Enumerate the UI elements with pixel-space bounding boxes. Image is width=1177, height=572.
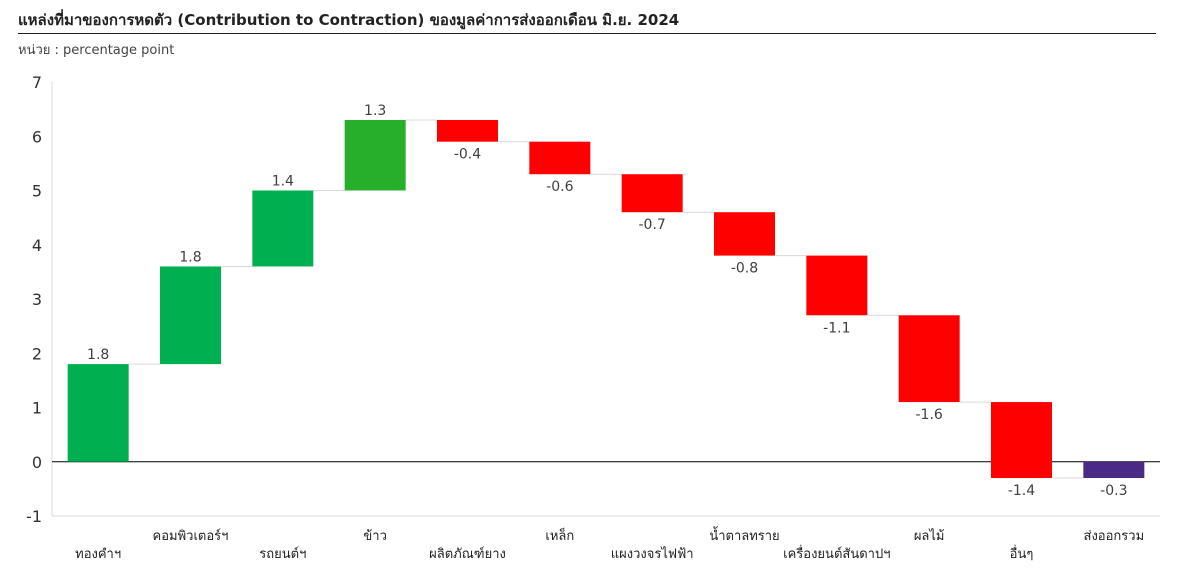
category-label: เครื่องยนต์สันดาปฯ [783,545,890,562]
data-label: 1.8 [179,249,201,265]
y-tick-label: 7 [32,73,42,92]
category-label: ผลิตภัณฑ์ยาง [429,546,506,562]
data-label: -0.7 [639,217,666,233]
category-label: ข้าว [363,529,387,544]
category-label: ทองคำฯ [75,547,121,562]
y-tick-label: 5 [32,182,42,201]
category-label: เหล็ก [545,526,574,544]
bar [160,266,221,364]
bar [899,315,960,402]
bar [622,174,683,212]
data-label: -1.6 [916,407,943,423]
data-label: 1.4 [272,174,294,190]
data-label: -0.6 [546,179,573,195]
y-tick-label: 0 [32,453,42,472]
category-label: อื่นๆ [1009,545,1033,562]
y-tick-label: 1 [32,399,42,418]
bar [68,364,129,462]
data-labels: 1.8 1.8 1.4 1.3 -0.4 -0.6 -0.7 -0.8 -1.1 -1.6 -1.4… [87,103,1127,499]
data-label: 1.8 [87,347,109,363]
data-label: 1.3 [364,103,386,119]
bar [991,402,1052,478]
bar [1083,462,1144,478]
bar [345,120,406,191]
category-label: แผงวงจรไฟฟ้า [611,546,694,562]
bar [806,256,867,316]
data-label: -0.3 [1100,483,1127,499]
bar [529,142,590,175]
category-label: คอมพิวเตอร์ฯ [153,528,229,544]
category-label: ผลไม้ [914,528,945,544]
bar [714,212,775,255]
category-label: น้ำตาลทราย [709,526,779,544]
bars [68,120,1145,478]
y-tick-label: 6 [32,127,42,146]
y-tick-label: 2 [32,344,42,363]
y-tick-label: 3 [32,290,42,309]
category-label: รถยนต์ฯ [259,546,306,562]
data-label: -0.8 [731,261,758,277]
data-label: -1.1 [823,320,850,336]
data-label: -0.4 [454,147,481,163]
category-label: ส่งออกรวม [1084,529,1145,544]
bar [437,120,498,142]
y-tick-label: 4 [32,236,42,255]
bar [252,191,313,267]
y-tick-label: -1 [26,507,42,526]
waterfall-chart: -1 0 1 2 3 4 5 6 7 1.8 1.8 1.4 1.3 -0.4 -0.6 -0.7 -0.8 -… [0,0,1177,572]
data-label: -1.4 [1008,483,1035,499]
